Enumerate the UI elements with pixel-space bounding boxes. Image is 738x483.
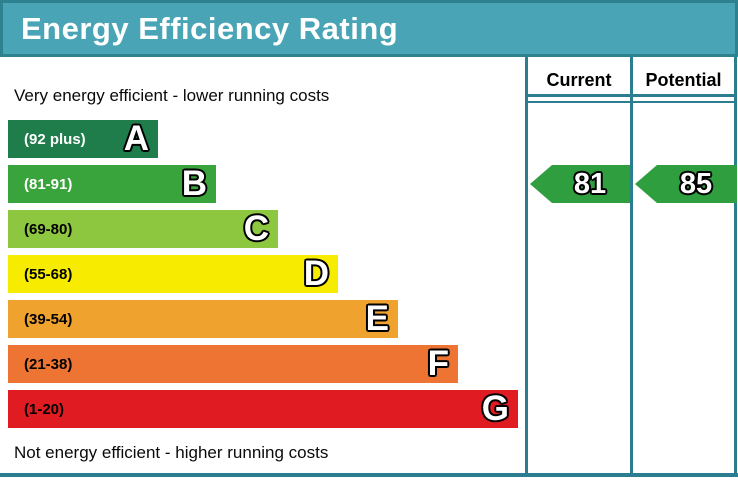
band-row-E: (39-54) E [8,300,398,338]
band-letter-E: E [365,298,389,338]
potential-rating-arrow: 85 [635,165,737,203]
band-letter-B: B [181,163,207,203]
band-row-B: (81-91) B [8,165,216,203]
band-row-A: (92 plus) A [8,120,158,158]
page-title: Energy Efficiency Rating [21,10,399,46]
band-range-label-B: (81-91) [24,175,73,193]
band-range-label-E: (39-54) [24,310,73,328]
title-banner: Energy Efficiency Rating [0,0,738,57]
top-note: Very energy efficient - lower running co… [14,86,330,105]
band-letter-G: G [481,388,509,428]
band-letter-C: C [243,208,269,248]
grid-vline-left [525,57,528,473]
band-range-label-C: (69-80) [24,220,73,238]
band-row-F: (21-38) F [8,345,458,383]
current-column-header: Current [546,69,612,90]
band-range-label-F: (21-38) [24,355,73,373]
header-underline-2 [525,101,737,103]
grid-vline-middle [630,57,633,473]
band-range-label-D: (55-68) [24,265,73,283]
band-letter-D: D [303,253,329,293]
band-row-C: (69-80) C [8,210,278,248]
band-letter-A: A [123,118,149,158]
header-underline [525,94,737,97]
band-row-D: (55-68) D [8,255,338,293]
potential-rating-value: 85 [679,167,713,200]
current-rating-value: 81 [573,167,607,200]
bottom-note: Not energy efficient - higher running co… [14,443,329,462]
grid-vline-right [734,57,737,473]
band-range-label-A: (92 plus) [24,130,86,148]
potential-column-header: Potential [645,69,722,90]
bottom-border-line [0,473,738,477]
band-letter-F: F [427,343,449,383]
current-rating-arrow: 81 [530,165,630,203]
band-row-G: (1-20) G [8,390,518,428]
band-range-label-G: (1-20) [24,400,65,418]
